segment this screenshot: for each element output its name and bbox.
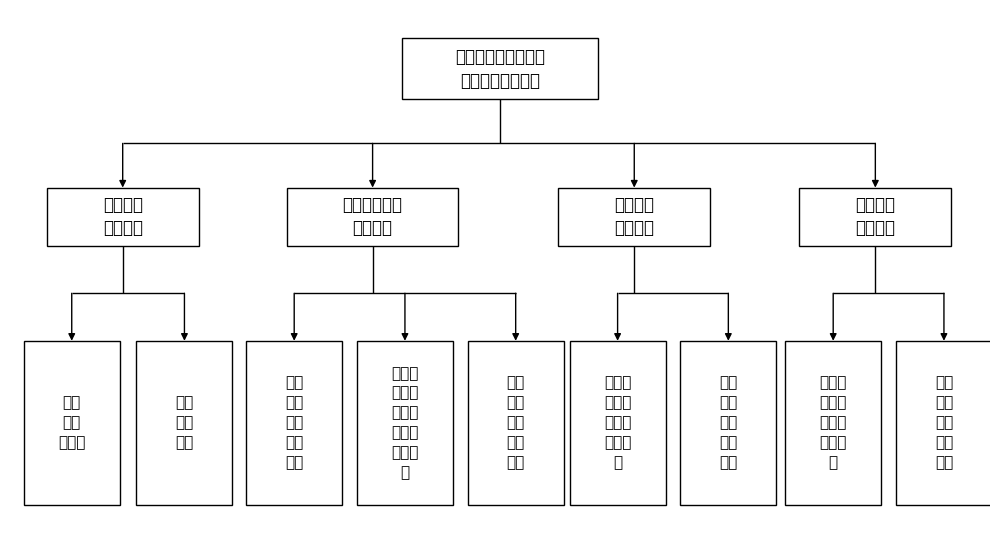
Text: 任务在
设备上
调度的
约束分
析: 任务在 设备上 调度的 约束分 析 bbox=[820, 376, 847, 470]
Text: 有相同
参数修
改的任
务时间
间隔计
算: 有相同 参数修 改的任 务时间 间隔计 算 bbox=[391, 365, 419, 480]
Text: 测试
任务
预处理: 测试 任务 预处理 bbox=[58, 396, 85, 450]
Bar bbox=[680, 341, 776, 505]
Bar bbox=[287, 188, 458, 246]
Bar bbox=[558, 188, 710, 246]
Text: 并行任务
调度模块: 并行任务 调度模块 bbox=[855, 196, 895, 238]
Bar bbox=[24, 341, 120, 505]
Text: 并行
任务
调度
方法
调用: 并行 任务 调度 方法 调用 bbox=[935, 376, 953, 470]
Text: 测试
任务
分析: 测试 任务 分析 bbox=[175, 396, 194, 450]
Text: 测试任务
读取模块: 测试任务 读取模块 bbox=[103, 196, 143, 238]
Text: 测试任务约束
生成模块: 测试任务约束 生成模块 bbox=[343, 196, 403, 238]
Text: 任务
时序
约束
矩阵
生成: 任务 时序 约束 矩阵 生成 bbox=[285, 376, 303, 470]
Text: 并行
任务
分组
方法
调用: 并行 任务 分组 方法 调用 bbox=[719, 376, 737, 470]
Bar bbox=[402, 38, 598, 99]
Bar bbox=[47, 188, 199, 246]
Text: 任务
参数
冲突
矩阵
生成: 任务 参数 冲突 矩阵 生成 bbox=[507, 376, 525, 470]
Text: 并行任务
生成模块: 并行任务 生成模块 bbox=[614, 196, 654, 238]
Text: 任务及
其约束
关系到
图的转
化: 任务及 其约束 关系到 图的转 化 bbox=[604, 376, 631, 470]
Bar bbox=[246, 341, 342, 505]
Bar bbox=[785, 341, 881, 505]
Bar bbox=[357, 341, 453, 505]
Bar bbox=[570, 341, 666, 505]
Bar bbox=[799, 188, 951, 246]
Bar bbox=[136, 341, 232, 505]
Bar bbox=[468, 341, 564, 505]
Bar bbox=[896, 341, 992, 505]
Text: 航天器自动化测试的
任务并行调度系统: 航天器自动化测试的 任务并行调度系统 bbox=[455, 48, 545, 89]
